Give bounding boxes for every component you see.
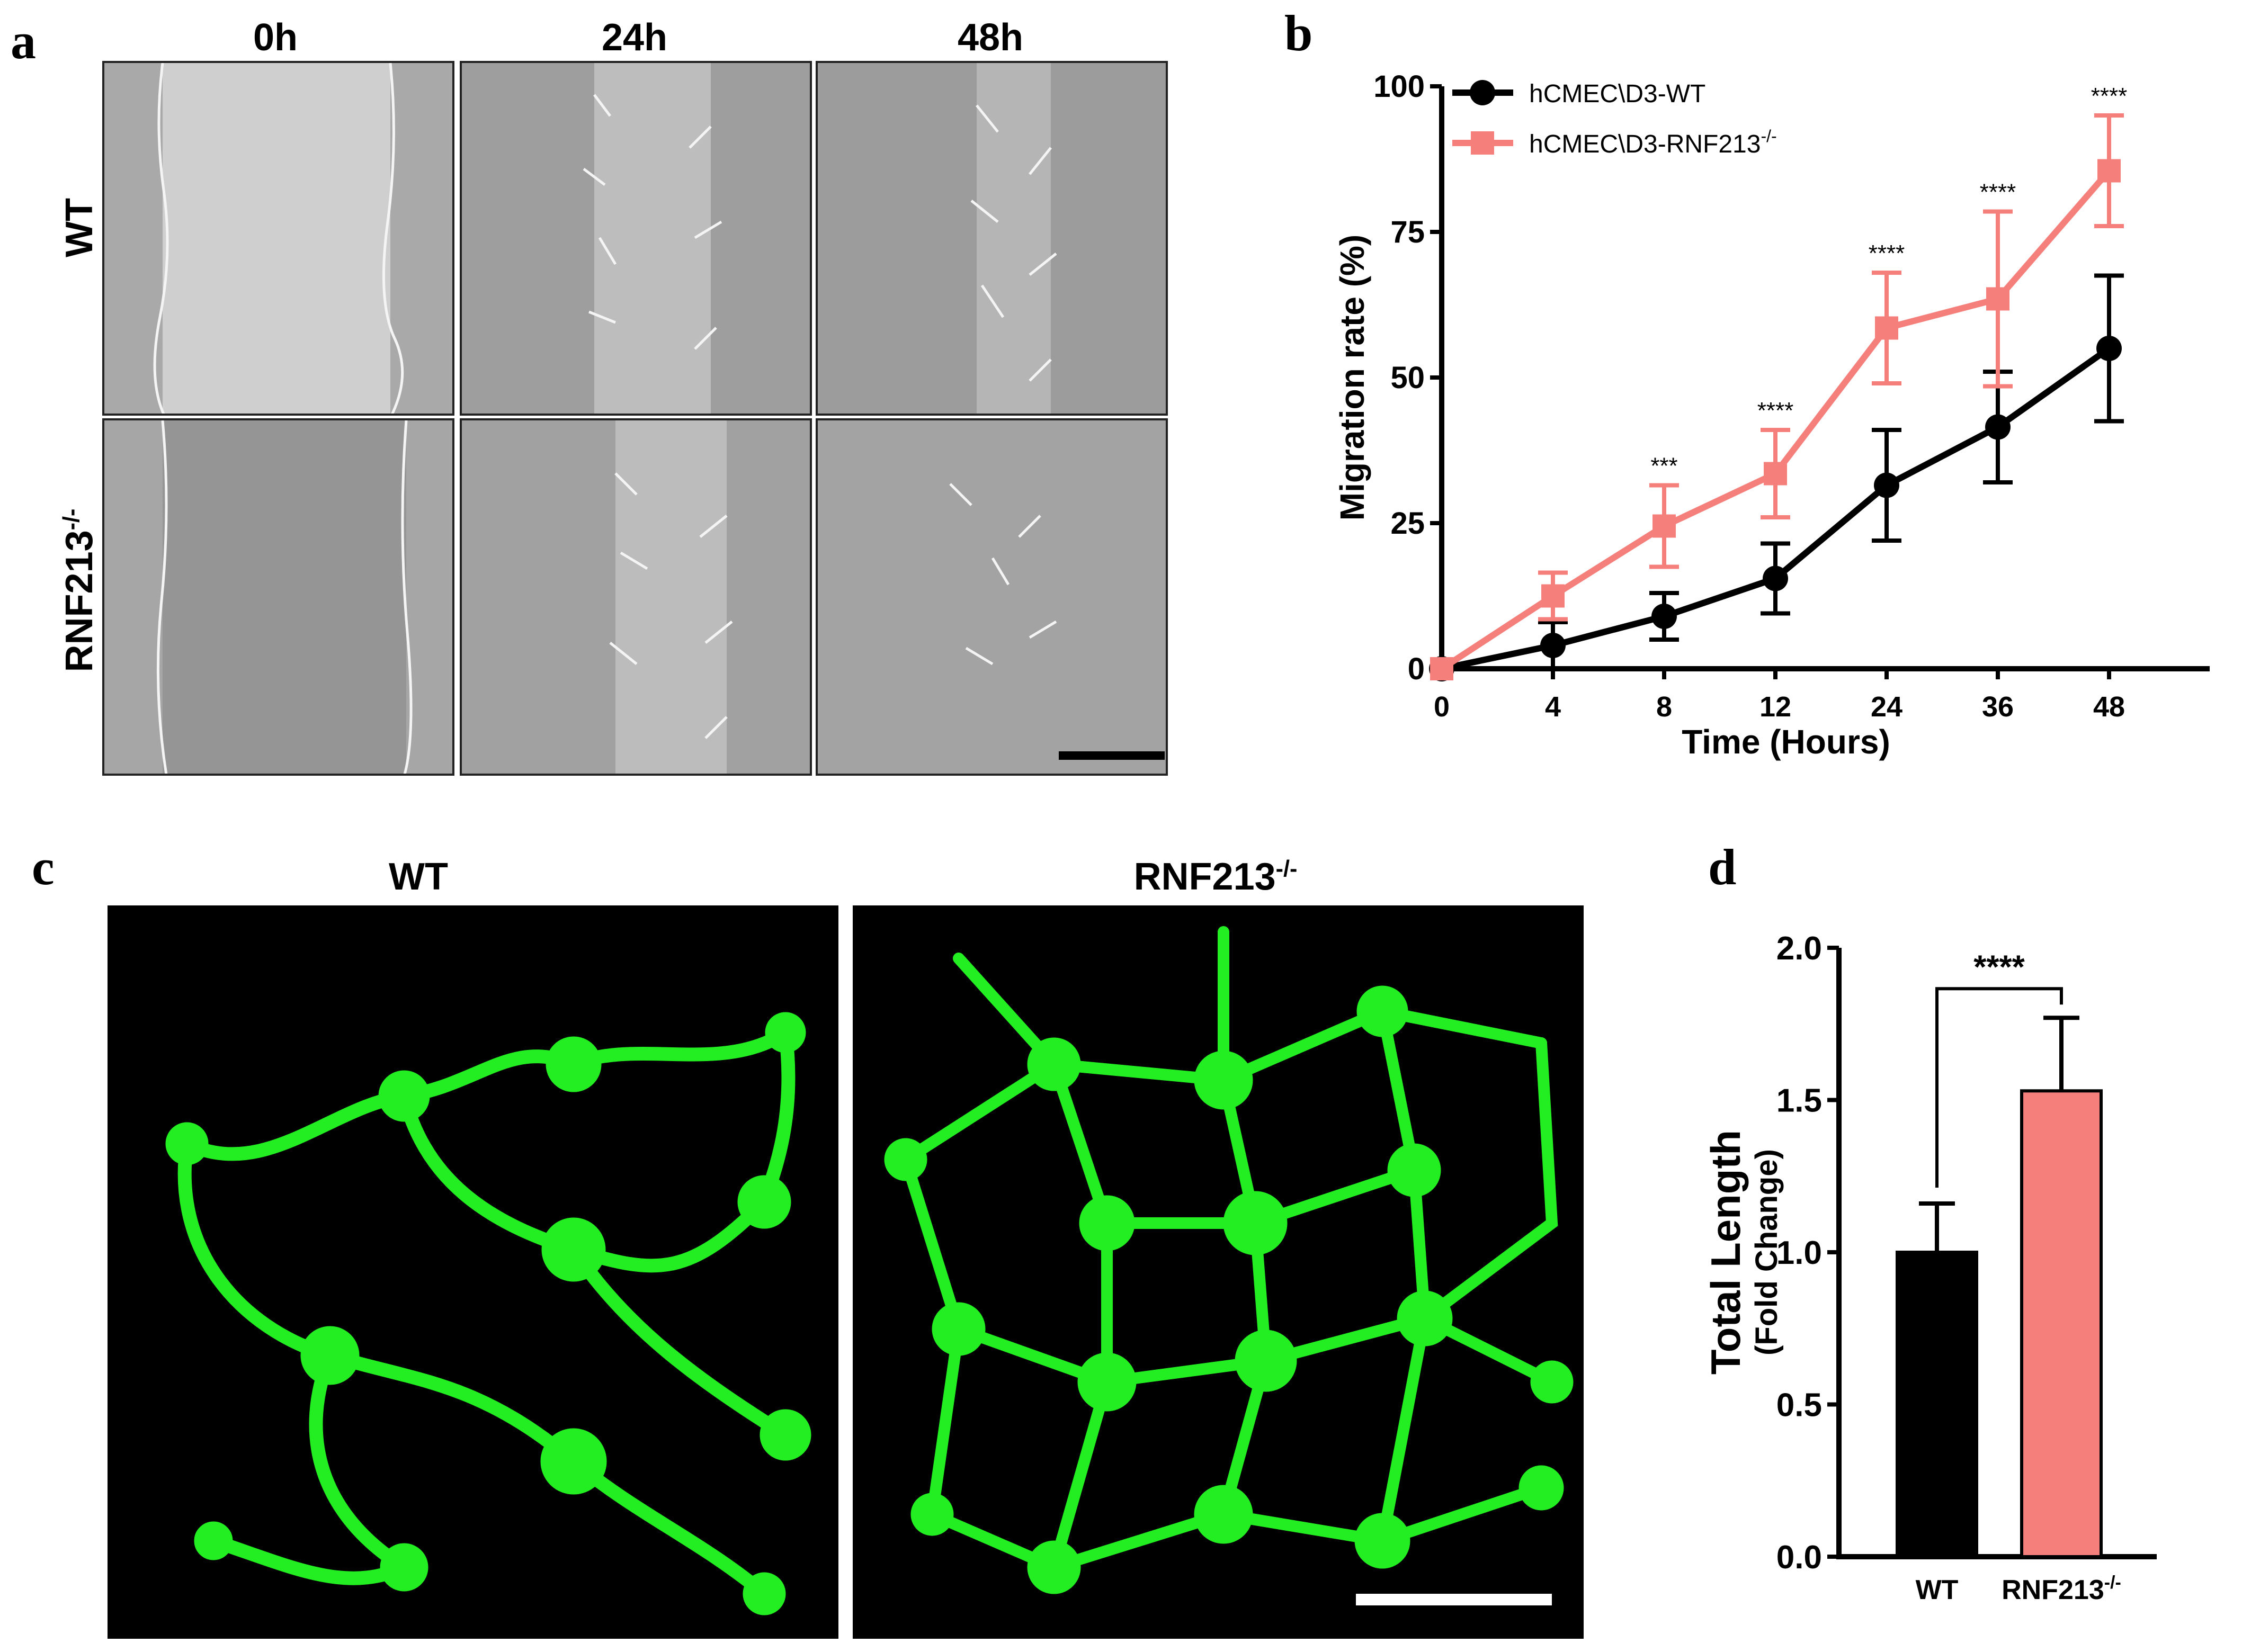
b-point-rnf213 [1875,316,1898,340]
b-y-tick-label: 100 [1373,69,1425,104]
panel-a-col-0h: 0h [253,16,298,59]
b-point-rnf213 [2097,159,2121,183]
panel-a-col-24h: 24h [601,16,668,59]
b-y-axis-label: Migration rate (%) [1333,235,1371,520]
b-point-rnf213 [1430,657,1453,680]
d-x-tick-label: WT [1916,1575,1959,1605]
micrograph-wt-0h [102,61,454,416]
panel-c-label-rnf213: RNF213-/- [1133,856,1298,898]
d-y-tick-label: 1.0 [1776,1235,1822,1271]
b-y-tick-label: 0 [1408,652,1425,686]
micrograph-rnf213-0h [102,418,454,776]
d-significance-label: **** [1973,949,2025,985]
b-significance: **** [2091,83,2128,109]
micrograph-wt-24h [460,61,812,416]
d-y-tick-label: 0.5 [1776,1387,1822,1424]
scale-bar-a [1059,751,1165,760]
d-y-axis-label: Total Length [1702,1130,1749,1375]
d-bar [1896,1251,1978,1558]
b-point-wt [1763,565,1788,591]
d-y-tick-label: 1.5 [1776,1083,1822,1119]
panel-a-col-48h: 48h [957,16,1024,59]
b-significance: **** [1757,398,1794,424]
b-point-wt [1540,633,1566,658]
d-y-axis-label-2: (Fold Change) [1749,1149,1784,1355]
b-legend-marker-wt [1470,80,1495,105]
fluorescence-image-wt [108,905,838,1639]
b-legend-marker-rnf213 [1471,131,1494,155]
b-point-wt [2096,336,2122,361]
b-y-tick-label: 50 [1390,361,1425,395]
micrograph-rnf213-24h [460,418,812,776]
b-legend-label: hCMEC\D3-RNF213-/- [1529,127,1777,158]
d-y-tick-label: 0.0 [1776,1539,1822,1576]
b-point-wt [1874,472,1899,498]
b-x-tick-label: 4 [1545,691,1561,723]
micrograph-wt-48h [816,61,1168,416]
panel-c-label-wt: WT [389,856,448,898]
b-point-wt [1651,604,1677,629]
b-legend-label: hCMEC\D3-WT [1529,80,1705,108]
panel-c-letter: c [32,839,55,895]
b-x-axis-label: Time (Hours) [1682,723,1890,761]
d-significance-bracket [1935,987,2063,1188]
b-x-tick-label: 8 [1656,691,1672,723]
fluorescence-image-rnf213 [853,905,1584,1639]
d-x-tick-label: RNF213-/- [2002,1573,2121,1605]
b-significance: **** [1980,179,2016,205]
b-point-rnf213 [1764,462,1787,486]
b-x-tick-label: 36 [1982,691,2014,723]
b-y-tick-label: 75 [1390,215,1425,249]
d-y-tick-label: 2.0 [1776,930,1822,967]
panel-a-row-rnf213: RNF213-/- [58,508,101,672]
b-x-tick-label: 48 [2093,691,2125,723]
b-x-tick-label: 24 [1871,691,1902,723]
b-significance: **** [1869,240,1905,266]
panel-a-row-wt: WT [58,198,101,257]
b-y-tick-label: 25 [1390,506,1425,541]
panel-d-letter: d [1708,839,1737,895]
d-bar [2020,1089,2103,1558]
panel-d-chart: 0.0 0.5 1.0 1.5 2.0 Total Length (Fold Change)… [1702,930,2157,1605]
panel-a-letter: a [11,13,36,69]
b-point-rnf213 [1986,287,2009,311]
b-point-rnf213 [1541,584,1565,608]
b-point-rnf213 [1652,514,1676,538]
b-x-tick-label: 0 [1434,691,1450,723]
b-point-wt [1985,414,2011,440]
micrograph-rnf213-48h [816,418,1168,776]
b-significance: *** [1650,453,1677,479]
panel-b-letter: b [1284,5,1313,61]
scale-bar-c [1356,1594,1552,1605]
b-x-tick-label: 12 [1759,691,1791,723]
